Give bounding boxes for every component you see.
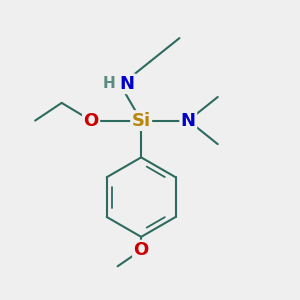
Text: O: O (134, 241, 149, 259)
Text: Si: Si (132, 112, 151, 130)
Text: H: H (103, 76, 116, 91)
Text: O: O (83, 112, 99, 130)
Text: N: N (181, 112, 196, 130)
Text: N: N (119, 75, 134, 93)
